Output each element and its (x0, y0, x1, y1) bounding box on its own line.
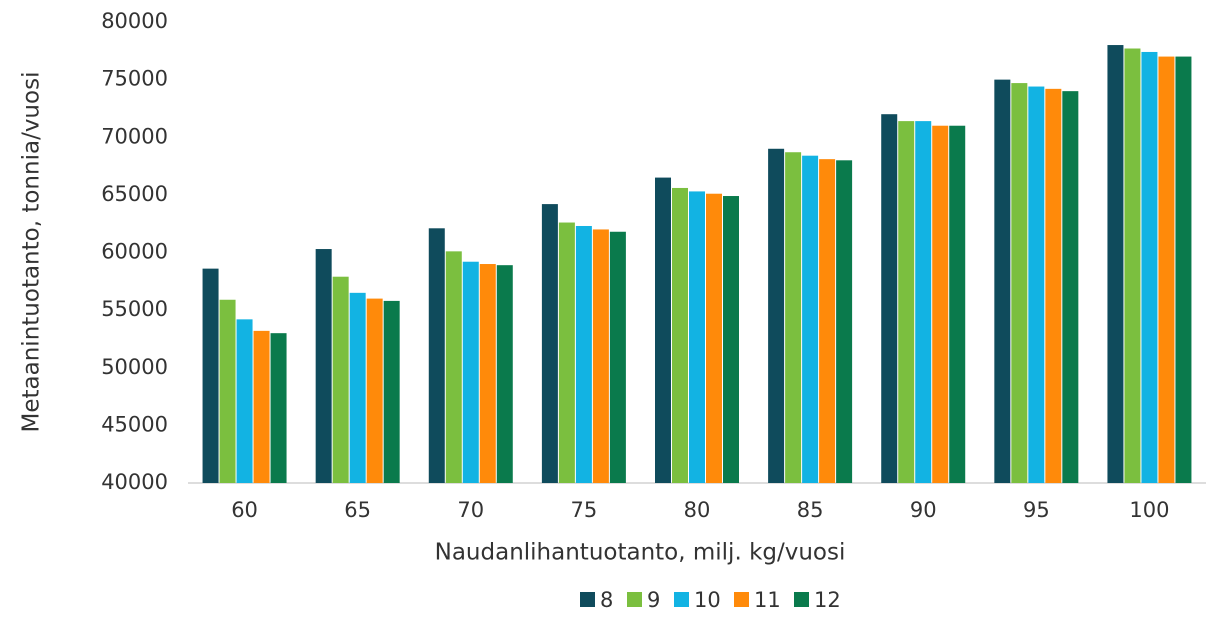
bar (1175, 56, 1192, 483)
y-tick-label: 75000 (101, 67, 168, 91)
legend-swatch (734, 592, 749, 607)
bar (655, 177, 671, 483)
legend-swatch (674, 592, 689, 607)
x-axis-label: Naudanlihantuotanto, milj. kg/vuosi (435, 540, 846, 566)
bar (383, 300, 400, 483)
y-tick-label: 50000 (101, 355, 168, 379)
x-tick-label: 85 (797, 498, 824, 522)
y-tick-label: 40000 (101, 470, 168, 494)
legend-swatch (794, 592, 809, 607)
bar (723, 196, 739, 483)
x-tick-label: 90 (910, 498, 937, 522)
bar (496, 265, 513, 483)
bar (609, 231, 626, 483)
legend-swatch (627, 592, 642, 607)
bar (236, 319, 253, 483)
bar (768, 148, 785, 483)
bar (1028, 86, 1045, 483)
bar (1062, 91, 1079, 484)
bar (349, 292, 366, 483)
bar (219, 299, 236, 483)
bar (428, 228, 445, 483)
bar (915, 121, 932, 484)
bar (1124, 48, 1141, 483)
bar (706, 193, 722, 483)
legend-label: 8 (600, 588, 613, 612)
bar (802, 155, 819, 483)
bar (1141, 51, 1158, 484)
x-tick-label: 60 (231, 498, 258, 522)
legend-label: 12 (814, 588, 841, 612)
x-tick-label: 75 (571, 498, 598, 522)
x-tick-label: 95 (1023, 498, 1050, 522)
bar (898, 121, 915, 484)
bar (558, 222, 575, 483)
bar (1158, 56, 1175, 483)
bar (332, 276, 349, 483)
bar (932, 125, 949, 483)
y-tick-label: 55000 (101, 297, 168, 321)
legend-label: 10 (694, 588, 721, 612)
bar (445, 251, 462, 483)
bar (592, 229, 609, 483)
bar (270, 333, 287, 483)
y-tick-label: 45000 (101, 412, 168, 436)
legend-swatch (580, 592, 595, 607)
bar (881, 114, 898, 483)
bar (672, 187, 688, 483)
y-tick-label: 70000 (101, 124, 168, 148)
bar (479, 264, 496, 483)
legend-label: 9 (647, 588, 660, 612)
bar (462, 261, 479, 483)
bar (575, 225, 592, 483)
bar (1011, 83, 1028, 484)
x-tick-label: 80 (684, 498, 711, 522)
y-tick-label: 65000 (101, 182, 168, 206)
x-tick-label: 70 (457, 498, 484, 522)
bar (1045, 88, 1062, 483)
bar (315, 249, 332, 483)
bar (836, 160, 853, 484)
x-tick-label: 65 (344, 498, 371, 522)
bar (949, 125, 966, 483)
x-tick-label: 100 (1129, 498, 1169, 522)
y-tick-label: 60000 (101, 240, 168, 264)
bar (785, 152, 802, 484)
bar (994, 79, 1011, 483)
bar (541, 204, 558, 483)
y-tick-label: 80000 (101, 9, 168, 33)
bar (202, 268, 219, 483)
legend-label: 11 (754, 588, 781, 612)
y-axis-label: Metaanintuotanto, tonnia/vuosi (19, 72, 45, 433)
bar (253, 330, 270, 483)
bar (366, 298, 383, 483)
bar (689, 191, 705, 484)
bar (819, 159, 836, 483)
bar (1107, 45, 1124, 484)
